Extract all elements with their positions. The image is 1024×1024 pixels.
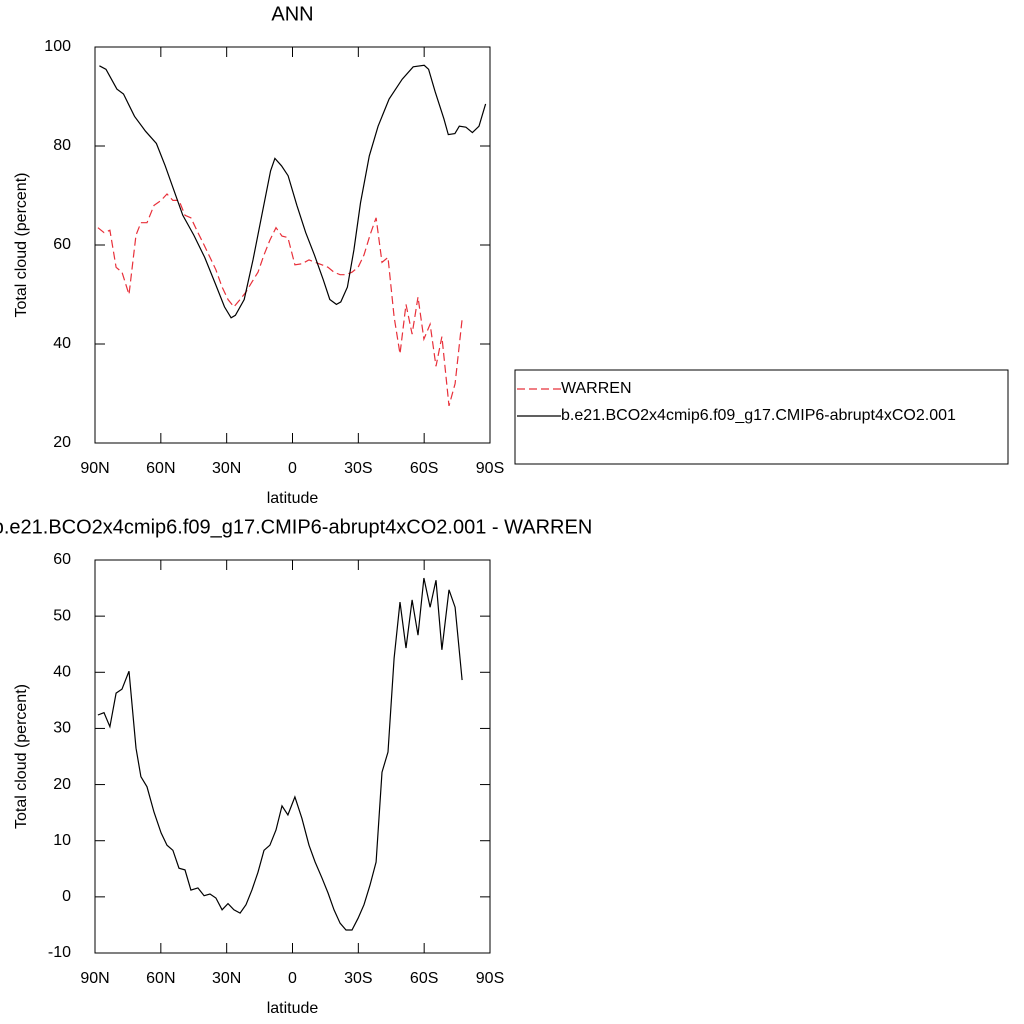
- legend-label: WARREN: [561, 380, 632, 397]
- x-tick-label: 60N: [146, 460, 175, 477]
- x-tick-label: 30N: [212, 970, 241, 987]
- x-tick-label: 90N: [80, 970, 109, 987]
- x-tick-label: 0: [288, 460, 297, 477]
- x-tick-label: 30S: [344, 460, 372, 477]
- x-tick-label: 0: [288, 970, 297, 987]
- x-tick-label: 60N: [146, 970, 175, 987]
- x-axis-label: latitude: [267, 490, 319, 507]
- data-line: [99, 64, 487, 319]
- y-tick-label: -10: [48, 944, 71, 961]
- x-tick-label: 30S: [344, 970, 372, 987]
- chart-title: ANN: [271, 3, 313, 25]
- x-tick-label: 90S: [476, 970, 504, 987]
- data-line: [97, 577, 463, 931]
- plot-frame: [94, 46, 491, 444]
- y-tick-label: 0: [62, 888, 71, 905]
- x-axis-label: latitude: [267, 1000, 319, 1017]
- y-tick-label: 40: [53, 335, 71, 352]
- y-tick-label: 100: [44, 38, 71, 55]
- x-tick-label: 90N: [80, 460, 109, 477]
- y-tick-label: 20: [53, 776, 71, 793]
- y-tick-label: 40: [53, 664, 71, 681]
- legend-label: b.e21.BCO2x4cmip6.f09_g17.CMIP6-abrupt4x…: [561, 407, 956, 424]
- x-tick-label: 60S: [410, 970, 438, 987]
- y-tick-label: 10: [53, 832, 71, 849]
- x-tick-label: 30N: [212, 460, 241, 477]
- y-tick-label: 50: [53, 607, 71, 624]
- y-axis-label: Total cloud (percent): [13, 684, 30, 829]
- data-line: [97, 193, 463, 407]
- y-tick-label: 60: [53, 551, 71, 568]
- x-tick-label: 60S: [410, 460, 438, 477]
- legend-box: [514, 369, 1009, 465]
- y-tick-label: 20: [53, 434, 71, 451]
- chart-title: b.e21.BCO2x4cmip6.f09_g17.CMIP6-abrupt4x…: [0, 516, 592, 538]
- y-tick-label: 80: [53, 137, 71, 154]
- x-tick-label: 90S: [476, 460, 504, 477]
- y-tick-label: 30: [53, 720, 71, 737]
- plot-frame: [94, 559, 491, 954]
- y-tick-label: 60: [53, 236, 71, 253]
- y-axis-label: Total cloud (percent): [13, 173, 30, 318]
